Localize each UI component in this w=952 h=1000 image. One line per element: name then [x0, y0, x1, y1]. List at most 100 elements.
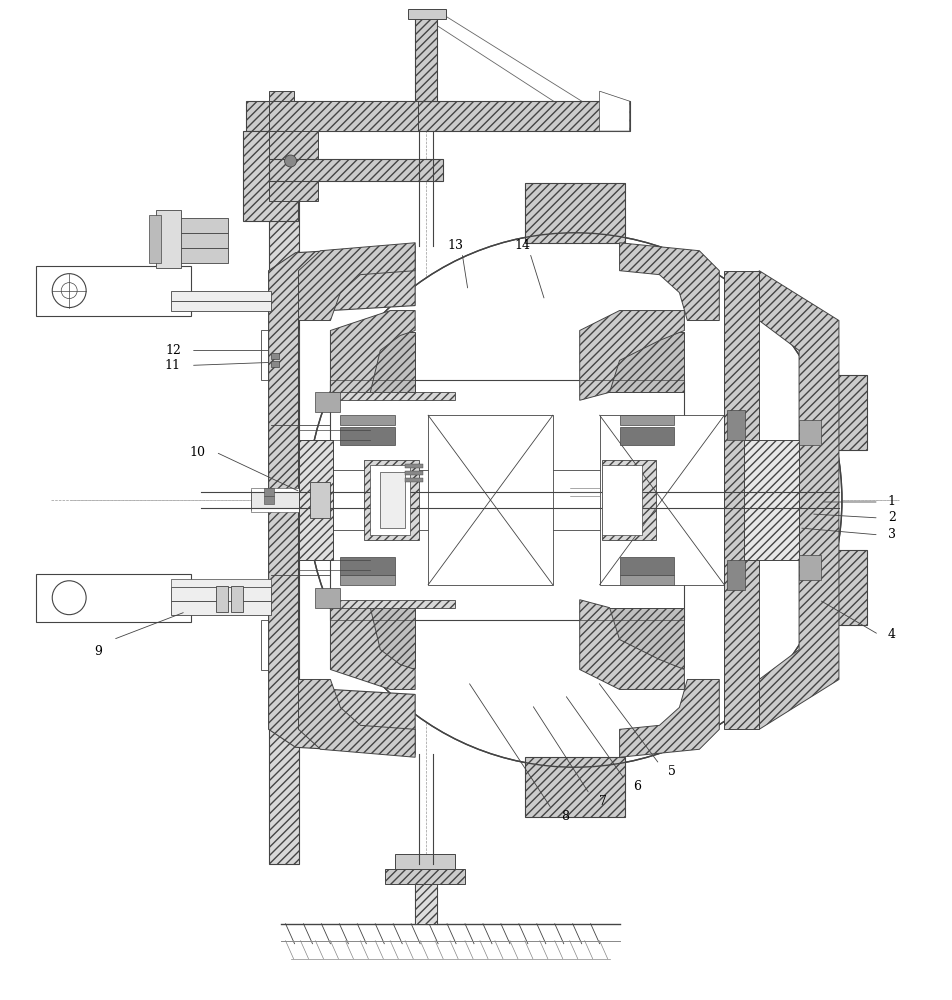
Polygon shape: [243, 131, 297, 221]
Polygon shape: [268, 131, 318, 201]
Polygon shape: [156, 210, 181, 268]
Polygon shape: [380, 472, 405, 528]
Polygon shape: [405, 464, 423, 468]
Polygon shape: [268, 91, 293, 131]
Polygon shape: [246, 101, 629, 131]
Polygon shape: [525, 183, 624, 243]
Polygon shape: [268, 159, 443, 181]
Text: 4: 4: [887, 628, 895, 641]
Polygon shape: [619, 243, 719, 321]
Polygon shape: [599, 91, 629, 131]
Polygon shape: [798, 420, 820, 445]
Text: 10: 10: [189, 446, 206, 459]
Polygon shape: [599, 608, 684, 668]
Polygon shape: [268, 131, 298, 864]
Polygon shape: [599, 415, 724, 585]
Polygon shape: [315, 392, 340, 412]
Polygon shape: [798, 555, 820, 580]
Text: 14: 14: [514, 239, 530, 252]
Polygon shape: [268, 101, 418, 131]
Circle shape: [307, 233, 841, 767]
Polygon shape: [270, 353, 278, 359]
Polygon shape: [726, 560, 744, 590]
Polygon shape: [250, 488, 298, 492]
Text: 3: 3: [887, 528, 895, 541]
Text: 11: 11: [165, 359, 181, 372]
Polygon shape: [405, 478, 423, 482]
Polygon shape: [330, 600, 455, 608]
Polygon shape: [427, 415, 552, 585]
Polygon shape: [579, 600, 684, 689]
Text: 9: 9: [94, 645, 102, 658]
Polygon shape: [170, 291, 270, 301]
Polygon shape: [599, 332, 684, 392]
Polygon shape: [405, 471, 423, 475]
Polygon shape: [385, 869, 465, 884]
Polygon shape: [330, 392, 455, 400]
Polygon shape: [370, 465, 409, 535]
Polygon shape: [170, 601, 270, 615]
Circle shape: [52, 581, 86, 615]
Polygon shape: [330, 311, 415, 400]
Circle shape: [61, 283, 77, 299]
Polygon shape: [340, 415, 395, 425]
Polygon shape: [340, 427, 395, 445]
Polygon shape: [759, 271, 838, 729]
Polygon shape: [619, 415, 674, 425]
Polygon shape: [315, 588, 340, 608]
Polygon shape: [36, 574, 190, 622]
Text: 5: 5: [667, 765, 676, 778]
Polygon shape: [822, 550, 866, 625]
Polygon shape: [170, 587, 270, 601]
Polygon shape: [525, 757, 624, 817]
Text: 2: 2: [887, 511, 895, 524]
Polygon shape: [340, 575, 395, 585]
Polygon shape: [601, 460, 656, 540]
Polygon shape: [415, 864, 437, 924]
Polygon shape: [330, 380, 684, 620]
Polygon shape: [619, 679, 719, 757]
Polygon shape: [250, 508, 298, 512]
Polygon shape: [619, 557, 674, 575]
Polygon shape: [395, 854, 455, 869]
Text: 6: 6: [633, 780, 641, 793]
Polygon shape: [330, 332, 415, 392]
Polygon shape: [340, 557, 395, 575]
Polygon shape: [724, 271, 759, 729]
Polygon shape: [172, 218, 228, 233]
Polygon shape: [298, 679, 415, 757]
Polygon shape: [260, 620, 298, 670]
Polygon shape: [310, 482, 330, 518]
Circle shape: [52, 274, 86, 308]
Polygon shape: [298, 440, 333, 560]
Polygon shape: [407, 9, 446, 19]
Polygon shape: [744, 440, 798, 560]
Polygon shape: [330, 608, 415, 668]
Polygon shape: [264, 488, 273, 496]
Polygon shape: [172, 248, 228, 263]
Polygon shape: [619, 575, 674, 585]
Circle shape: [285, 155, 296, 167]
Polygon shape: [619, 427, 674, 445]
Polygon shape: [36, 266, 190, 316]
Polygon shape: [260, 330, 298, 380]
Text: 13: 13: [446, 239, 463, 252]
Polygon shape: [601, 465, 641, 535]
Polygon shape: [230, 586, 243, 612]
Polygon shape: [270, 361, 278, 367]
Polygon shape: [215, 586, 228, 612]
Polygon shape: [330, 600, 415, 689]
Polygon shape: [298, 243, 415, 321]
Text: 1: 1: [887, 495, 895, 508]
Polygon shape: [250, 490, 298, 510]
Polygon shape: [364, 460, 419, 540]
Polygon shape: [726, 410, 744, 440]
Polygon shape: [330, 470, 684, 530]
Polygon shape: [264, 496, 273, 504]
Polygon shape: [579, 311, 684, 400]
Polygon shape: [822, 375, 866, 450]
Polygon shape: [415, 16, 437, 101]
Text: 7: 7: [598, 795, 605, 808]
Polygon shape: [170, 301, 270, 311]
Text: 12: 12: [165, 344, 181, 357]
